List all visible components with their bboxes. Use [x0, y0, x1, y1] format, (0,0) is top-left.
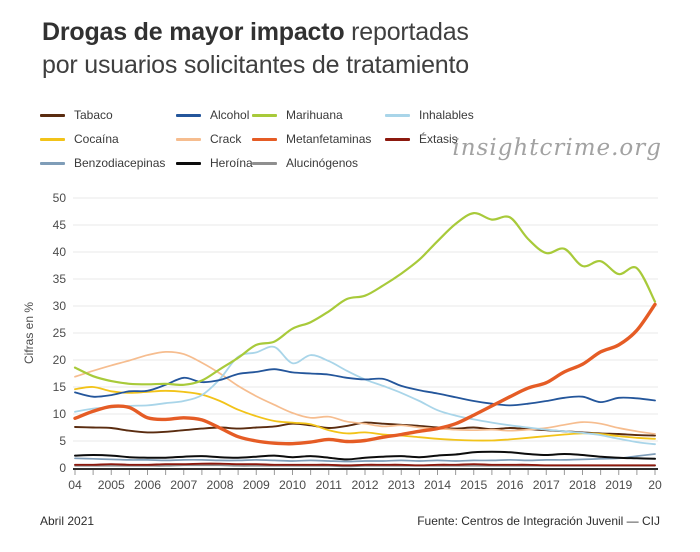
legend-label: Tabaco [74, 108, 113, 122]
x-tick-label: 2005 [98, 478, 125, 492]
y-axis-title: Cifras en % [22, 302, 36, 364]
x-tick-label: 04 [68, 478, 82, 492]
legend-label: Marihuana [286, 108, 343, 122]
legend-item-cocaina: Cocaína [40, 132, 176, 146]
legend-swatch-alucinogenos [252, 161, 277, 165]
x-tick-label: 20 [648, 478, 662, 492]
legend-swatch-cocaina [40, 137, 65, 141]
watermark: insightcrime.org [452, 135, 662, 161]
series-line-crack [74, 351, 656, 435]
legend-swatch-extasis [385, 137, 410, 141]
legend-label: Metanfetaminas [286, 132, 372, 146]
legend-label: Inhalables [419, 108, 474, 122]
legend-label: Cocaína [74, 132, 119, 146]
x-tick-label: 2019 [605, 478, 632, 492]
legend-item-marihuana: Marihuana [252, 108, 385, 122]
series-line-extasis [74, 462, 656, 467]
legend-swatch-tabaco [40, 113, 65, 117]
legend-item-metanfetaminas: Metanfetaminas [252, 132, 385, 146]
series-line-marihuana [73, 211, 657, 387]
x-tick-label: 2012 [351, 478, 378, 492]
legend-item-alucinogenos: Alucinógenos [252, 156, 385, 170]
y-tick-label: 50 [53, 191, 67, 205]
footer-date: Abril 2021 [40, 514, 95, 528]
x-tick-label: 2015 [460, 478, 487, 492]
legend-label: Éxtasis [419, 132, 458, 146]
page-title: Drogas de mayor impacto reportadas por u… [42, 16, 469, 82]
y-tick-label: 10 [53, 407, 67, 421]
line-chart: 0 5 10 15 20 25 30 35 40 45 50 04 2005 2006 2007 2008 20… [22, 191, 662, 492]
y-tick-label: 35 [53, 272, 67, 286]
x-tick-label: 2010 [279, 478, 306, 492]
y-tick-label: 20 [53, 353, 67, 367]
x-tick-label: 2008 [206, 478, 233, 492]
x-tick-label: 2014 [424, 478, 451, 492]
legend-item-tabaco: Tabaco [40, 108, 176, 122]
legend-swatch-alcohol [176, 113, 201, 117]
legend-item-crack: Crack [176, 132, 252, 146]
legend-swatch-inhalables [385, 113, 410, 117]
footer: Abril 2021 Fuente: Centros de Integració… [40, 514, 660, 528]
legend-label: Alcohol [210, 108, 250, 122]
y-tick-label: 30 [53, 299, 67, 313]
x-tick-label: 2016 [496, 478, 523, 492]
legend-item-extasis: Éxtasis [385, 132, 474, 146]
legend-swatch-metanfetaminas [252, 137, 277, 141]
y-tick-label: 45 [53, 218, 67, 232]
chart-legend: Tabaco Alcohol Marihuana Inhalables Cocaína C… [40, 103, 474, 175]
x-tick-label: 2013 [388, 478, 415, 492]
x-tick-label: 2011 [316, 478, 342, 492]
legend-item-benzodiacepinas: Benzodiacepinas [40, 156, 176, 170]
x-tick-label: 2007 [170, 478, 197, 492]
y-tick-label: 0 [59, 461, 66, 475]
title-bold: Drogas de mayor impacto [42, 18, 345, 46]
legend-swatch-marihuana [252, 113, 277, 117]
x-tick-label: 2009 [243, 478, 270, 492]
series-line-metanfetaminas [73, 302, 657, 446]
y-tick-label: 5 [59, 434, 66, 448]
legend-label: Heroína [210, 156, 253, 170]
series-line-heroina [74, 450, 656, 461]
legend-label: Alucinógenos [286, 156, 359, 170]
footer-source: Fuente: Centros de Integración Juvenil —… [417, 514, 660, 528]
legend-swatch-benzodiacepinas [40, 161, 65, 165]
series-line-alcohol [74, 368, 656, 407]
series-line-benzodiacepinas [74, 453, 656, 463]
legend-label: Benzodiacepinas [74, 156, 166, 170]
legend-swatch-crack [176, 137, 201, 141]
series-line-cocaina [74, 386, 656, 442]
y-tick-label: 40 [53, 245, 67, 259]
x-tick-label: 2018 [569, 478, 596, 492]
y-tick-label: 25 [53, 326, 67, 340]
x-tick-label: 2017 [533, 478, 560, 492]
legend-swatch-heroina [176, 161, 201, 165]
legend-item-heroina: Heroína [176, 156, 253, 170]
legend-label: Crack [210, 132, 242, 146]
legend-item-inhalables: Inhalables [385, 108, 474, 122]
title-line-2: por usuarios solicitantes de tratamiento [42, 51, 469, 79]
title-regular: reportadas [344, 18, 469, 46]
series-line-inhalables [74, 345, 656, 446]
title-line-1: Drogas de mayor impacto reportadas [42, 16, 469, 49]
x-tick-label: 2006 [134, 478, 161, 492]
legend-item-alcohol: Alcohol [176, 108, 252, 122]
y-tick-label: 15 [53, 380, 67, 394]
